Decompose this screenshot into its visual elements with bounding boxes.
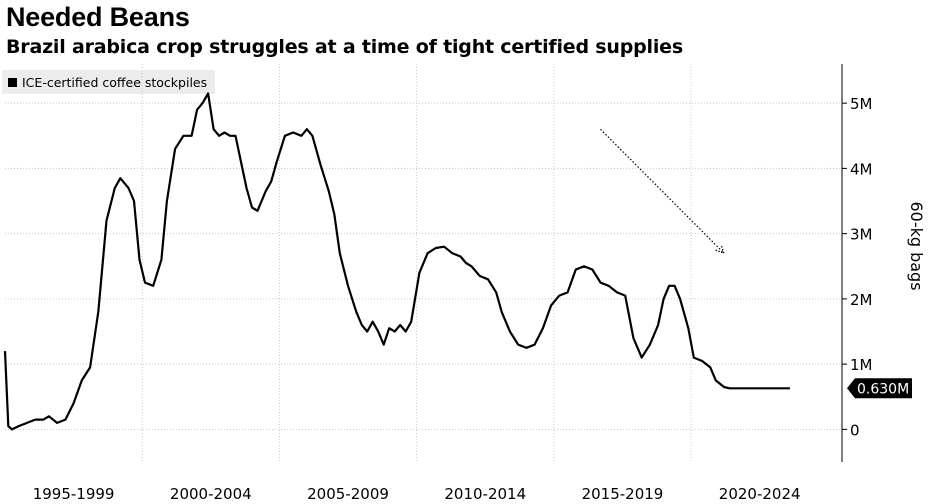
x-tick-label: 2015-2019	[582, 485, 664, 503]
x-tick-label: 1995-1999	[33, 485, 115, 503]
trend-arrow-head	[715, 244, 725, 255]
legend-label: ICE-certified coffee stockpiles	[22, 74, 208, 90]
series-line	[3, 92, 790, 431]
y-axis-title: 60-kg bags	[907, 201, 926, 290]
y-tick-label: 1M	[850, 356, 873, 374]
plot-area	[3, 92, 790, 431]
trend-arrow-line	[600, 128, 725, 254]
annotation: 0.630M	[600, 128, 912, 399]
grid	[5, 64, 842, 462]
y-tick-label: 2M	[850, 291, 873, 309]
chart-title: Needed Beans	[6, 2, 190, 32]
y-tick-label: 4M	[850, 160, 873, 178]
y-tick-label: 3M	[850, 226, 873, 244]
legend-swatch	[8, 77, 17, 87]
legend: ICE-certified coffee stockpiles	[2, 70, 216, 94]
last-value-label: 0.630M	[857, 381, 909, 397]
axes	[841, 64, 847, 462]
chart-subtitle: Brazil arabica crop struggles at a time …	[6, 36, 683, 58]
tick-labels: 0 1M 2M 3M 4M 5M 1995-1999 2000-2004 2005-2009 20…	[33, 95, 926, 503]
x-tick-label: 2000-2004	[170, 485, 252, 503]
x-tick-label: 2010-2014	[444, 485, 526, 503]
x-tick-label: 2005-2009	[307, 485, 389, 503]
x-tick-label: 2020-2024	[719, 485, 801, 503]
y-tick-label: 5M	[850, 95, 873, 113]
y-tick-label: 0	[850, 421, 860, 439]
last-value-flag	[847, 378, 912, 399]
